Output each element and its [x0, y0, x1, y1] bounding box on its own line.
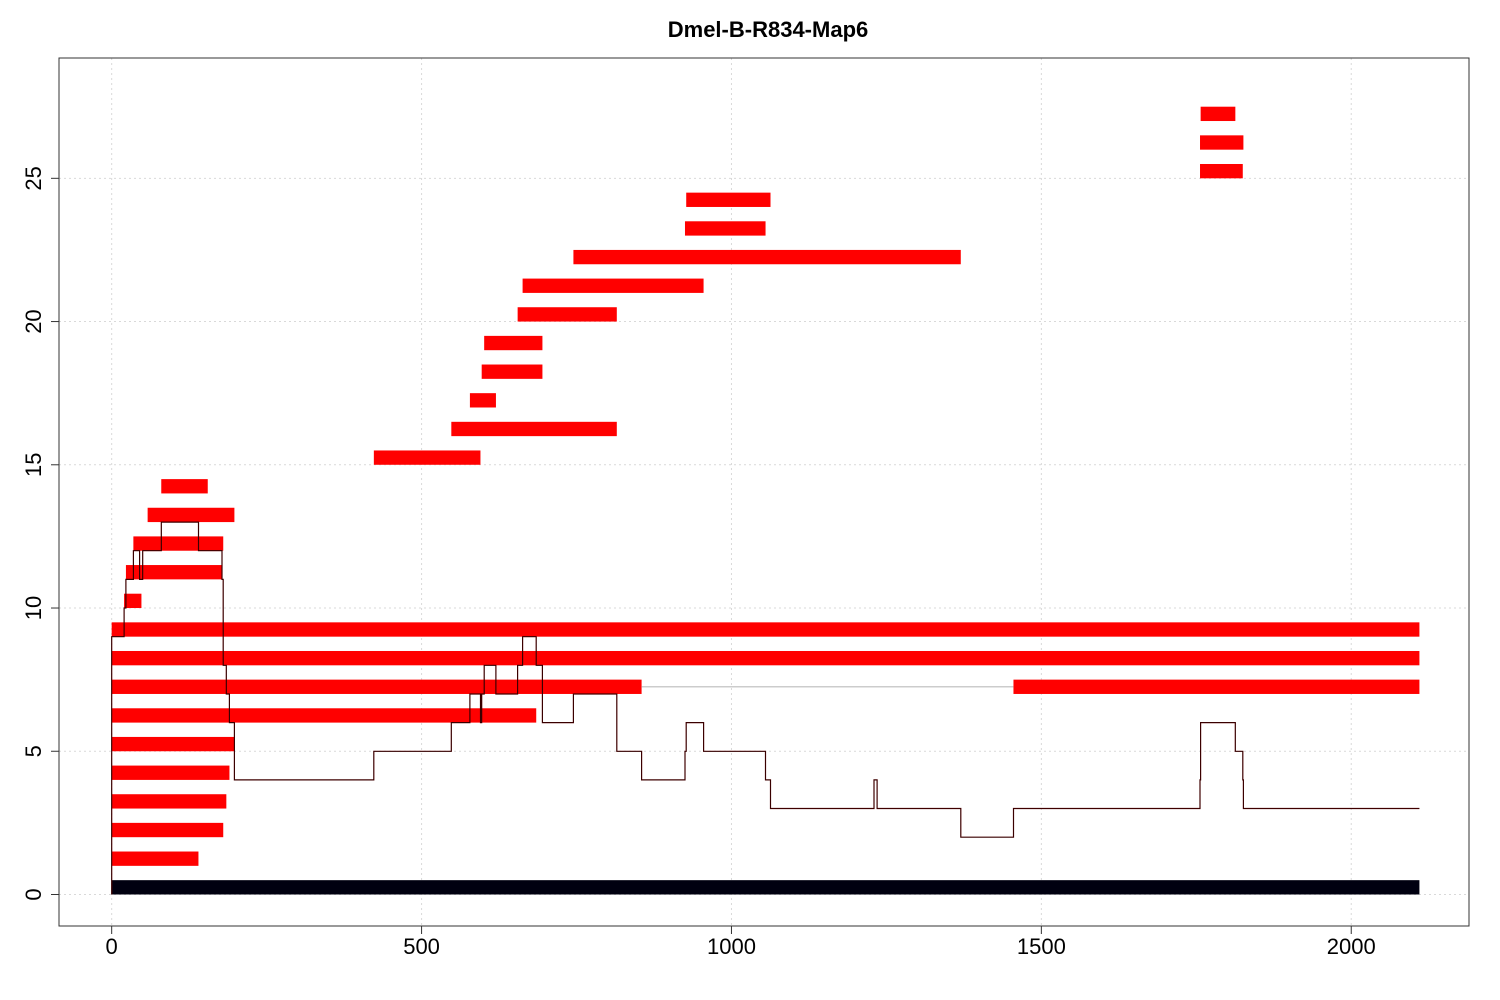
x-tick-label: 1000 [707, 934, 756, 959]
segment-bar-26 [1200, 163, 1243, 179]
segment-bar-25 [686, 192, 771, 207]
segment-bar-22 [522, 278, 704, 293]
x-tick-label: 0 [106, 934, 118, 959]
y-tick-label: 10 [21, 596, 46, 620]
segment-bar-28 [1200, 106, 1236, 122]
segment-bar-1 [111, 851, 199, 866]
segment-bar-2 [111, 822, 224, 838]
segment-bar-11 [124, 593, 142, 609]
segment-bar-10 [111, 622, 1420, 637]
segment-bar-21 [517, 307, 617, 322]
segment-bar-19 [481, 364, 543, 379]
grid [59, 58, 1469, 926]
segment-bar-9 [111, 650, 1420, 666]
chart-title: Dmel-B-R834-Map6 [668, 17, 869, 42]
y-tick-label: 20 [21, 309, 46, 333]
segment-bar-4 [111, 765, 230, 780]
segment-bar-20 [484, 335, 543, 351]
y-tick-label: 0 [21, 888, 46, 900]
segment-bar-5 [111, 736, 235, 752]
segment-bar-14 [147, 507, 235, 523]
segment-bar-6 [111, 708, 537, 723]
plot-frame [58, 57, 1470, 927]
segment-bar-24 [684, 221, 766, 236]
segment-bar-15 [161, 479, 208, 494]
segment-bar-7 [111, 679, 642, 694]
lines-layer [111, 521, 1420, 895]
y-axis: 0 5 10 15 20 25 [21, 166, 59, 901]
segment-bar-23 [573, 249, 961, 265]
segments-layer [111, 106, 1420, 895]
segment-bar-12 [125, 565, 223, 580]
x-tick-label: 1500 [1017, 934, 1066, 959]
x-tick-label: 500 [403, 934, 440, 959]
reference-bar [111, 880, 1420, 895]
segment-bar-17 [451, 421, 617, 437]
y-tick-label: 25 [21, 166, 46, 190]
x-axis: 0 500 1000 1500 2000 [106, 926, 1376, 959]
y-tick-label: 15 [21, 453, 46, 477]
segment-bar-18 [469, 393, 496, 408]
coverage-line-outline [111, 521, 1420, 895]
segment-bar-16 [373, 450, 481, 465]
segment-bar-8 [1013, 679, 1420, 694]
y-tick-label: 5 [21, 745, 46, 757]
x-tick-label: 2000 [1327, 934, 1376, 959]
segment-bar-27 [1200, 135, 1244, 150]
segment-bar-13 [133, 536, 224, 551]
segment-bar-3 [111, 794, 227, 809]
